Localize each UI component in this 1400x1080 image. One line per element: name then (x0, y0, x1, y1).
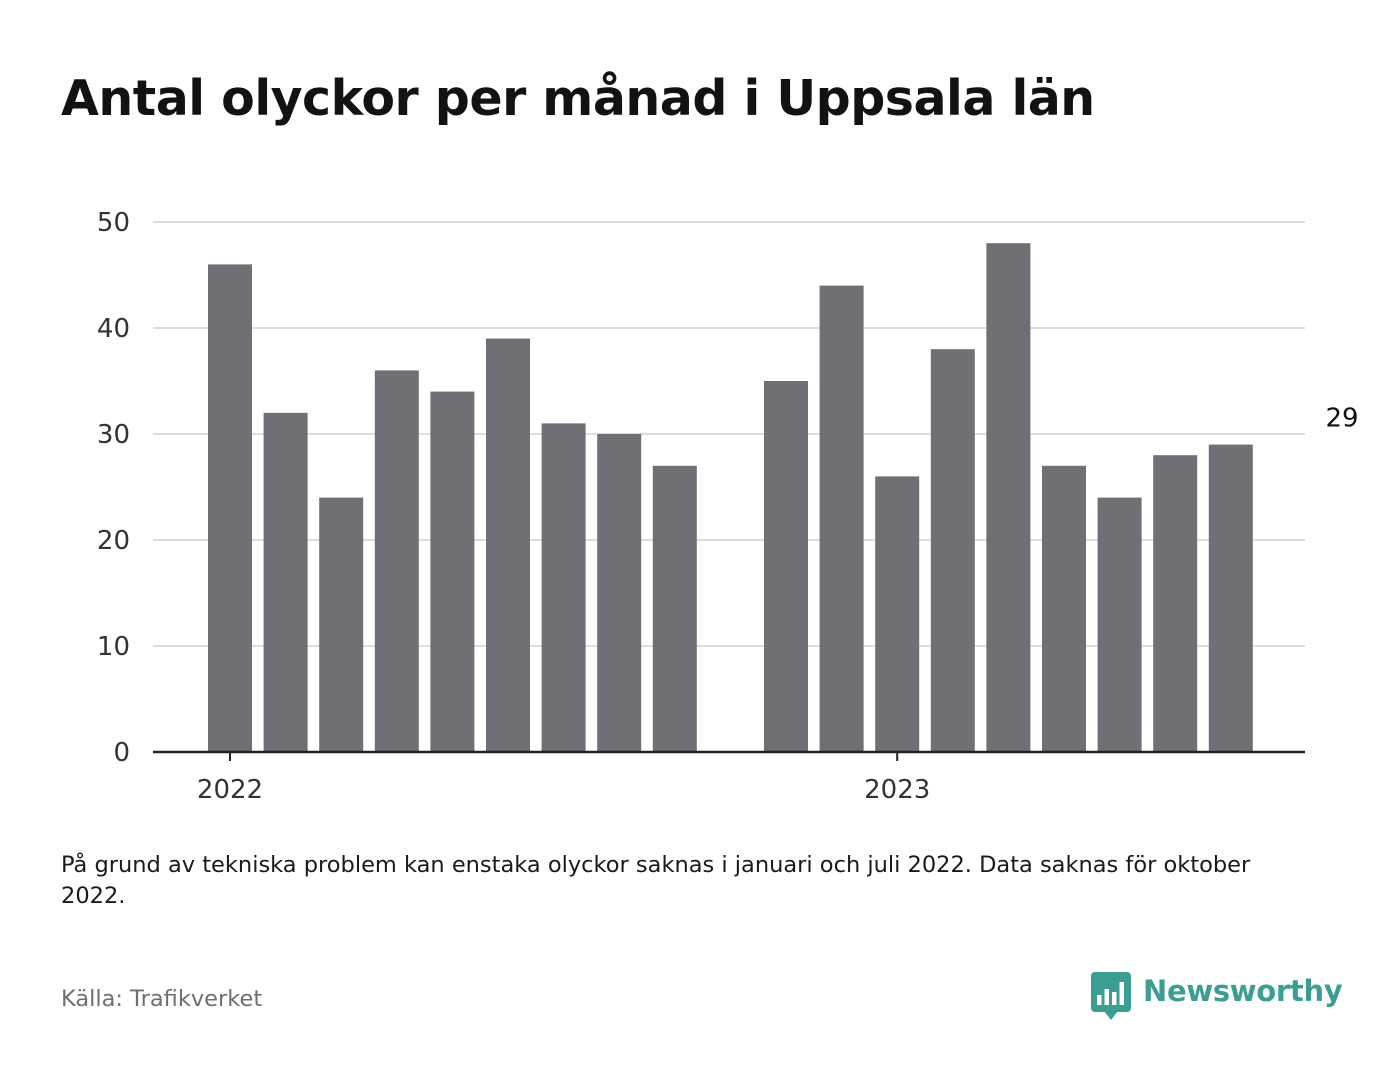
bar (208, 264, 252, 752)
y-tick-label: 20 (97, 526, 130, 556)
bar (486, 338, 530, 752)
bar (263, 412, 308, 752)
newsworthy-brand: Newsworthy (1091, 972, 1343, 1022)
brand-name: Newsworthy (1143, 974, 1343, 1008)
bar (1097, 497, 1142, 752)
bar (541, 423, 586, 752)
bar-chart: 0 10 20 30 40 50 29 2022 2023 (97, 208, 1359, 805)
y-tick-label: 50 (97, 208, 130, 238)
y-tick-label: 0 (113, 738, 130, 768)
bar (1208, 444, 1253, 752)
y-tick-label: 40 (97, 314, 130, 344)
newsworthy-logo-icon (1091, 972, 1131, 1020)
tick-labels: 0 10 20 30 40 50 29 2022 2023 (97, 208, 1359, 805)
bar (875, 476, 920, 752)
bar (986, 243, 1031, 752)
bar (430, 391, 475, 752)
x-tick-label: 2023 (864, 775, 930, 805)
x-tick-label: 2022 (197, 775, 263, 805)
bar (1042, 465, 1086, 752)
bar (319, 497, 364, 752)
bar (652, 465, 697, 752)
chart-footnote: På grund av tekniska problem kan enstaka… (61, 852, 1251, 909)
bar (764, 381, 808, 752)
chart-title: Antal olyckor per månad i Uppsala län (61, 70, 1095, 127)
bar (374, 370, 419, 752)
y-tick-label: 30 (97, 420, 130, 450)
x-axis (153, 750, 1305, 761)
y-tick-label: 10 (97, 632, 130, 662)
data-label-latest: 29 (1325, 404, 1358, 434)
source-credit: Källa: Trafikverket (61, 986, 263, 1012)
bar (1153, 455, 1198, 752)
bar (930, 349, 975, 752)
bars (208, 243, 1253, 752)
bar (597, 434, 642, 752)
bar (819, 285, 864, 752)
